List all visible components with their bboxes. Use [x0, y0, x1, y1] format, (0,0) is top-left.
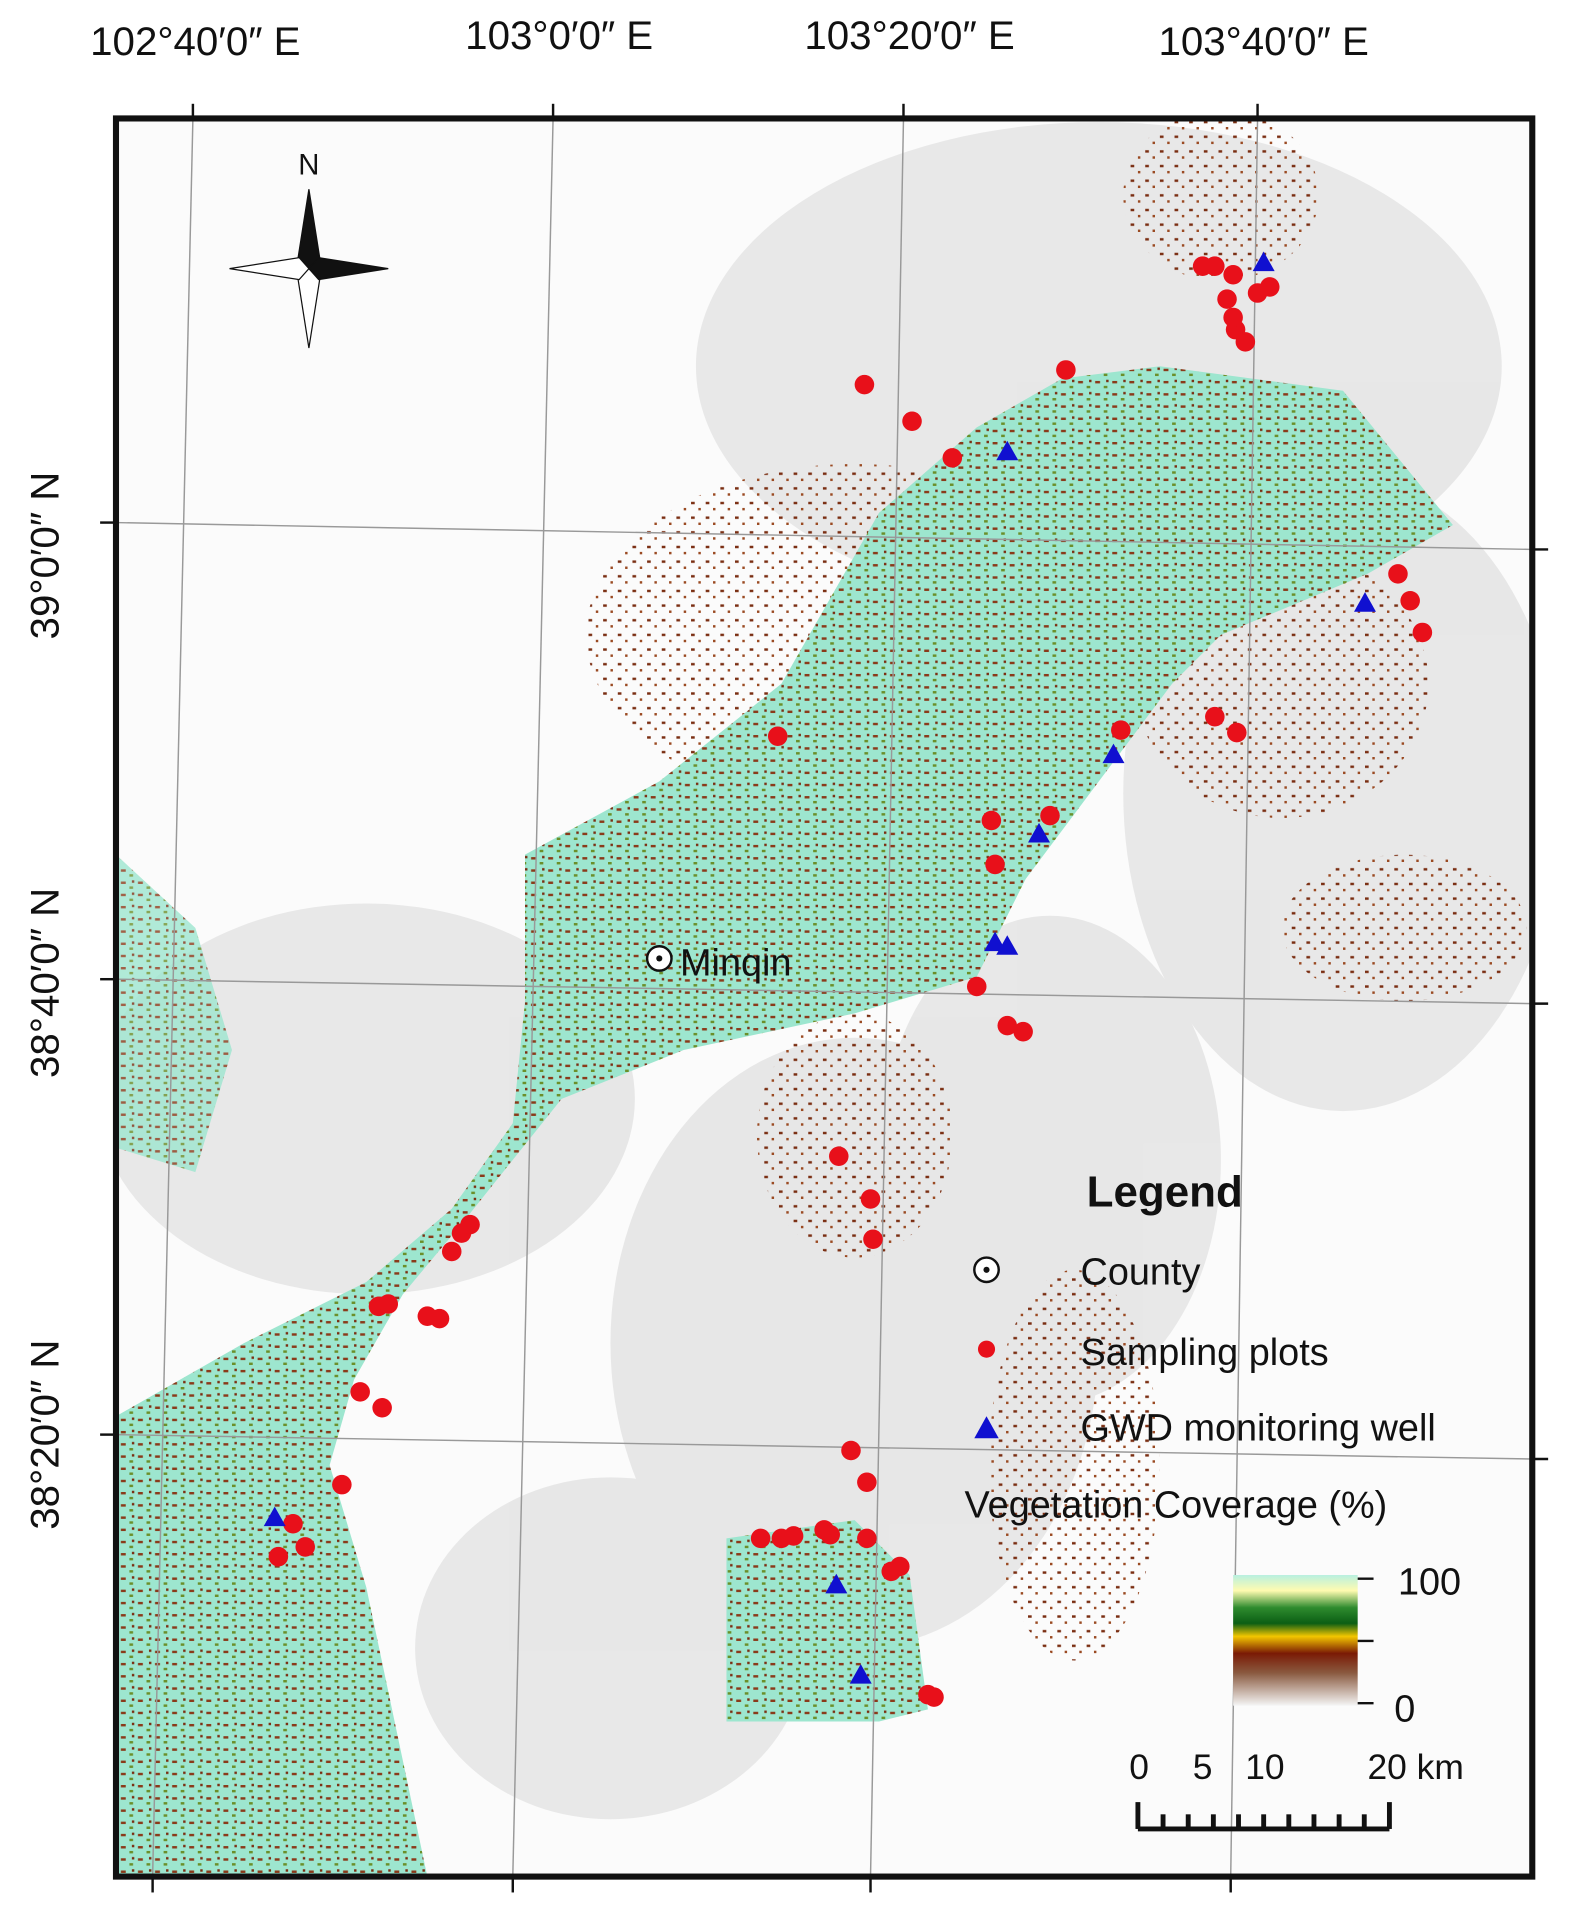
monitoring-well: [996, 440, 1019, 461]
sampling-plot: [857, 1528, 877, 1549]
sampling-plot: [783, 1526, 804, 1546]
sampling-plot: [942, 448, 963, 468]
sampling-plot: [460, 1214, 480, 1235]
ramp-max: 100: [1398, 1562, 1461, 1604]
sampling-plot: [985, 854, 1005, 875]
north-arrow: N: [229, 149, 389, 349]
latitude-labels: 39°0′0″ N 38°40′0″ N 38°20′0″ N: [23, 472, 68, 1530]
sampling-plot: [283, 1513, 303, 1534]
county-label: Minqin: [680, 943, 791, 985]
ramp-min: 0: [1394, 1689, 1415, 1731]
sampling-plot: [1260, 277, 1280, 297]
sampling-plot: [429, 1308, 450, 1329]
sampling-plot: [1235, 332, 1256, 352]
map-body: [115, 118, 1533, 1877]
sampling-plot: [1040, 805, 1060, 826]
county: Minqin: [645, 943, 791, 985]
scale-label: 0: [1129, 1747, 1149, 1787]
sampling-plot: [295, 1537, 315, 1557]
sampling-plot: [1223, 307, 1243, 328]
latitude-label: 39°0′0″ N: [23, 472, 68, 640]
monitoring-well: [984, 931, 1007, 952]
sampling-plot: [1205, 256, 1225, 276]
color-ramp: [1233, 1575, 1358, 1706]
sampling-plot: [1400, 590, 1420, 611]
legend-item: GWD monitoring well: [1081, 1408, 1436, 1450]
legend-item: County: [1081, 1251, 1201, 1293]
oasis: [726, 1520, 928, 1722]
sampling-plot: [1223, 264, 1243, 285]
sampling-plot: [854, 374, 875, 395]
sampling-plot: [441, 1241, 462, 1262]
monitoring-well: [263, 1506, 286, 1527]
sampling-plot: [268, 1546, 289, 1567]
sampling-plot: [1111, 720, 1131, 740]
sampling-plot: [1217, 289, 1237, 309]
longitude-labels: 102°40′0″ E 103°0′0″ E 103°20′0″ E 103°4…: [90, 13, 1369, 64]
sampling-plot: [981, 810, 1002, 831]
sampling-plot: [1412, 622, 1433, 643]
sampling-plot: [863, 1229, 883, 1250]
monitoring-well: [1028, 822, 1050, 843]
legend-item: Sampling plots: [1081, 1332, 1329, 1374]
scale-label: 10: [1245, 1747, 1284, 1787]
sampling-plot: [350, 1382, 370, 1402]
sampling-plot: [332, 1474, 352, 1495]
monitoring-well: [1354, 592, 1376, 612]
monitoring-well: [1252, 251, 1275, 272]
sampling-points: [263, 251, 1433, 1707]
monitoring-well: [825, 1573, 848, 1594]
sampling-plot: [1227, 722, 1247, 743]
longitude-label: 103°0′0″ E: [465, 13, 653, 58]
sampling-plot: [857, 1472, 877, 1492]
longitude-label: 102°40′0″ E: [90, 19, 300, 64]
sampling-plot: [841, 1440, 861, 1461]
longitude-label: 103°40′0″ E: [1158, 19, 1368, 64]
monitoring-well: [996, 935, 1019, 955]
sampling-plot: [1056, 360, 1076, 380]
sampling-plot: [820, 1524, 840, 1545]
sampling-plot: [767, 726, 788, 747]
map-frame: [112, 115, 1536, 1880]
sampling-plot: [966, 976, 987, 997]
legend-title: Legend: [1087, 1167, 1243, 1216]
sampling-plot: [1205, 706, 1225, 727]
sampling-plot: [890, 1556, 910, 1577]
latitude-label: 38°40′0″ N: [23, 888, 68, 1078]
graticule-ticks: [100, 103, 1549, 1893]
scale-bar: 0 5 10 20 km: [1129, 1747, 1464, 1832]
longitude-label: 103°20′0″ E: [804, 13, 1014, 58]
scale-label: 5: [1193, 1747, 1213, 1787]
sampling-plot: [1013, 1021, 1033, 1042]
sampling-plot: [750, 1528, 771, 1549]
sampling-plot: [378, 1294, 399, 1314]
sampling-plot: [924, 1687, 944, 1707]
sampling-plot: [1388, 564, 1408, 584]
north-label: N: [298, 149, 319, 182]
legend: Legend County Sampling plots GWD monitor…: [965, 1167, 1462, 1730]
oasis: [115, 366, 1453, 1877]
latitude-label: 38°20′0″ N: [23, 1340, 68, 1530]
monitoring-well: [1102, 743, 1125, 764]
ramp-title: Vegetation Coverage (%): [965, 1485, 1388, 1527]
sampling-plot: [902, 411, 922, 432]
scale-label: 20 km: [1367, 1747, 1463, 1787]
sampling-plot: [372, 1397, 392, 1418]
oasis: [115, 854, 232, 1173]
monitoring-well: [849, 1664, 872, 1684]
sampling-plot: [860, 1189, 881, 1209]
sampling-plot: [997, 1015, 1018, 1036]
sampling-plot: [829, 1146, 849, 1167]
